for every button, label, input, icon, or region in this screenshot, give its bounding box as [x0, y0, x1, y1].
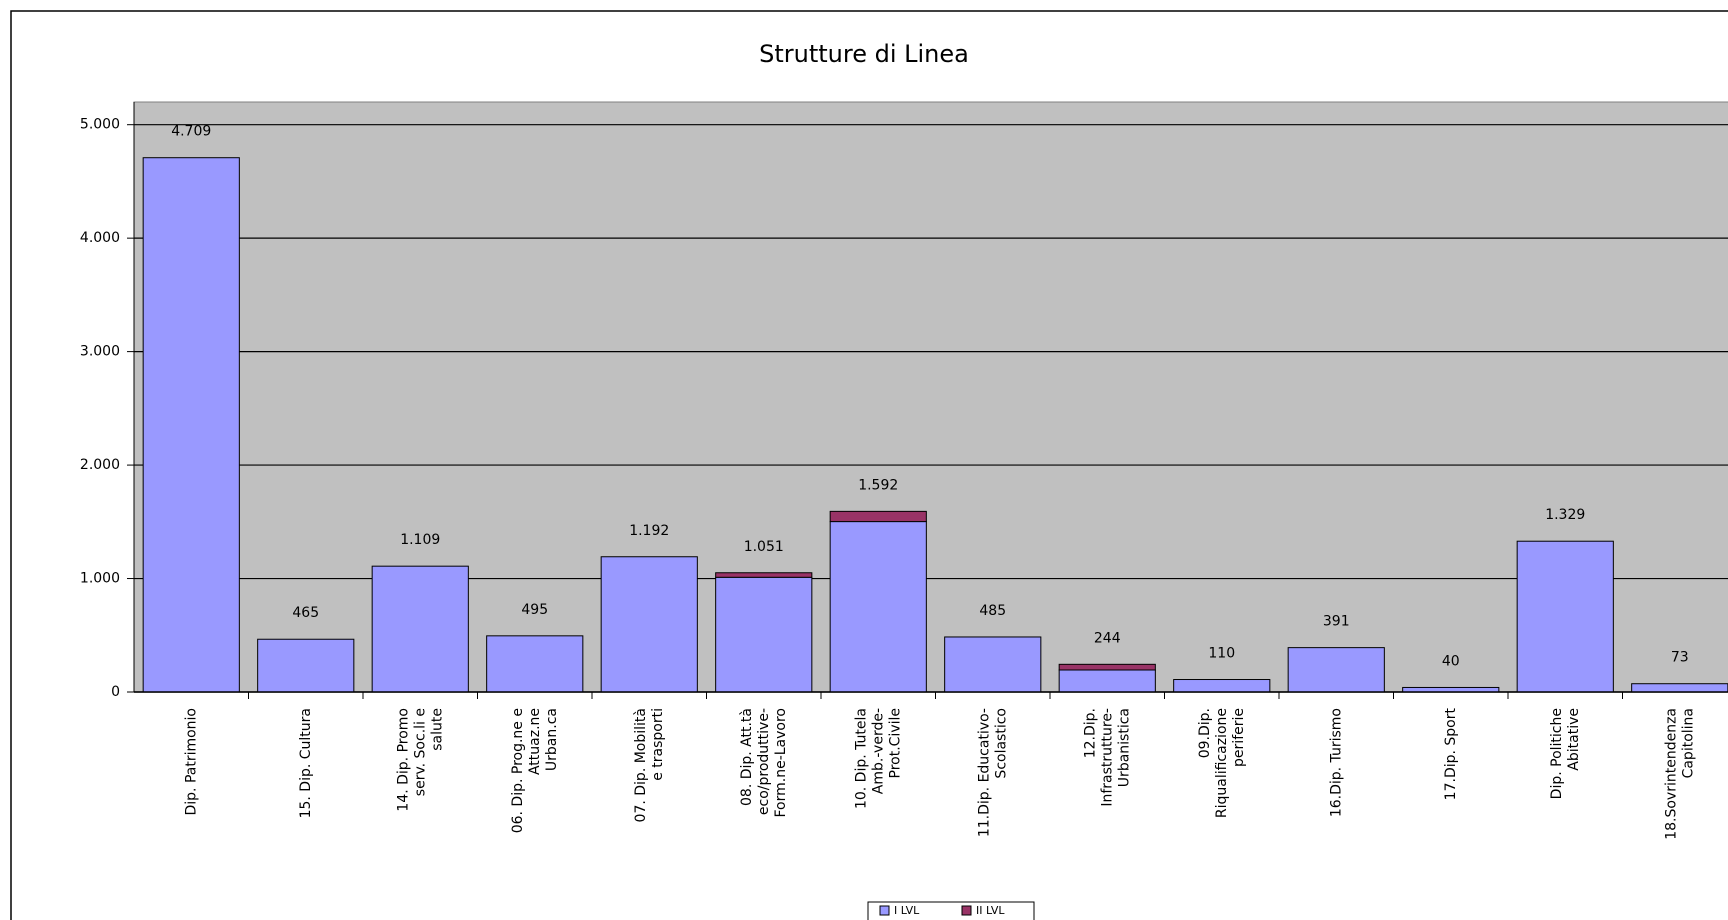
x-tick-label: e trasporti [650, 708, 666, 781]
bar-segment [715, 576, 813, 693]
data-label: 73 [1671, 650, 1689, 666]
chart-title: Strutture di Linea [759, 40, 969, 68]
data-label: 495 [521, 602, 548, 618]
bar-segment [1058, 669, 1156, 693]
x-tick-label: 09.Dip. [1197, 708, 1213, 758]
legend-label: I LVL [894, 904, 920, 917]
legend-swatch [879, 905, 890, 916]
legend-box [867, 901, 1035, 920]
y-tick-label: 0 [111, 684, 120, 700]
data-label: 1.051 [744, 539, 784, 555]
x-tick-label: Riqualificazione [1214, 708, 1230, 818]
x-tick-label: Scolastico [993, 708, 1009, 779]
x-tick-label: 07. Dip. Mobilità [633, 708, 649, 822]
x-tick-label: Amb.-verde- [870, 708, 886, 794]
x-tick-label: salute [429, 708, 445, 751]
y-tick-label: 2.000 [80, 457, 120, 473]
bar-segment [1516, 540, 1614, 693]
data-label: 1.109 [400, 532, 440, 548]
x-tick-label: 11.Dip. Educativo- [976, 708, 992, 837]
data-label: 40 [1442, 653, 1460, 669]
bar-segment [600, 556, 698, 693]
data-label: 244 [1094, 630, 1121, 646]
x-tick-label: Abitative [1566, 708, 1582, 771]
x-tick-label: 12.Dip. [1082, 708, 1098, 758]
data-label: 1.329 [1545, 507, 1585, 523]
x-tick-label: Prot.Civile [887, 708, 903, 779]
x-tick-label: 14. Dip. Promo [395, 708, 411, 812]
bar-segment [1631, 683, 1728, 693]
x-tick-label: serv. Soc.li e [412, 708, 428, 796]
x-tick-label: Infrastrutture- [1099, 708, 1115, 807]
data-label: 4.709 [171, 124, 211, 140]
x-tick-label: periferie [1231, 708, 1247, 767]
y-tick-label: 5.000 [80, 117, 120, 133]
bar-segment [829, 510, 927, 523]
x-tick-label: Urbanistica [1116, 708, 1132, 787]
data-label: 1.592 [858, 477, 898, 493]
data-label: 110 [1208, 646, 1235, 662]
bar-segment [1287, 647, 1385, 693]
bar-segment [486, 635, 584, 693]
legend: I LVL II LVL [867, 901, 1035, 920]
x-tick-label: 15. Dip. Cultura [298, 708, 314, 818]
data-label: 1.192 [629, 523, 669, 539]
data-label: 465 [292, 605, 319, 621]
bar-segment [829, 521, 927, 693]
x-tick-label: Form.ne-Lavoro [773, 708, 789, 818]
bar-segment [142, 157, 240, 693]
data-label: 485 [979, 603, 1006, 619]
x-tick-label: Dip. Politiche [1549, 708, 1565, 799]
x-tick-label: 08. Dip. Att.tà [739, 708, 755, 806]
x-tick-label: 17.Dip. Sport [1443, 707, 1459, 800]
y-tick-label: 1.000 [80, 571, 120, 587]
x-tick-label: Urban.ca [544, 708, 560, 771]
bar-segment [1058, 663, 1156, 671]
x-tick-label: 18.Sovrintendenza [1663, 708, 1679, 840]
data-label: 391 [1323, 614, 1350, 630]
y-tick-label: 4.000 [80, 230, 120, 246]
x-tick-label: Attuaz.ne [527, 708, 543, 775]
bar-segment [944, 636, 1042, 693]
bar-segment [371, 565, 469, 693]
x-tick-label: eco/produttive- [756, 708, 772, 815]
x-tick-label: Dip. Patrimonio [183, 708, 199, 816]
x-tick-label: 06. Dip. Prog.ne e [510, 708, 526, 833]
bar-segment [715, 572, 813, 578]
legend-swatch [961, 905, 972, 916]
y-tick-label: 3.000 [80, 344, 120, 360]
x-tick-label: Capitolina [1680, 708, 1696, 778]
legend-label: II LVL [976, 904, 1005, 917]
x-tick-label: 16.Dip. Turismo [1328, 708, 1344, 817]
x-tick-label: 10. Dip. Tutela [853, 708, 869, 809]
bar-segment [1173, 679, 1271, 693]
bar-segment [257, 638, 355, 693]
